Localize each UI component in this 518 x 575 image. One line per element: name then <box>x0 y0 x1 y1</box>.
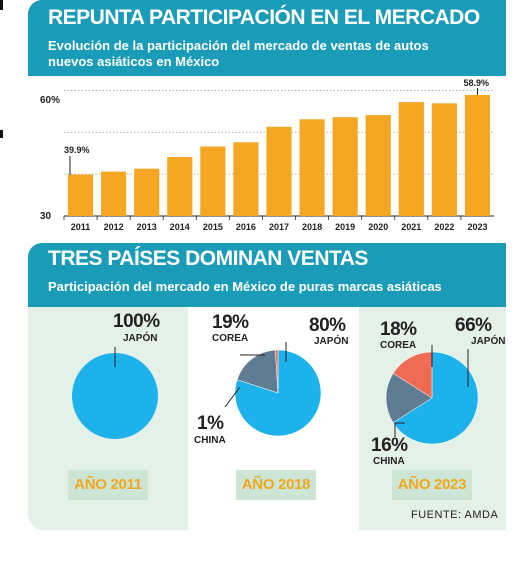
x-tick-2013: 2013 <box>137 222 157 232</box>
x-tick-2019: 2019 <box>335 222 355 232</box>
data-label-2011: 39.9% <box>64 145 90 155</box>
x-tick-2015: 2015 <box>203 222 223 232</box>
x-tick-2012: 2012 <box>104 222 124 232</box>
pie-2011-japon-label: JAPÓN <box>123 333 158 344</box>
slice-año-2023-corea <box>385 373 433 423</box>
y-tick-60: 60% <box>40 95 60 106</box>
year-label-2018: AÑO 2018 <box>236 470 316 500</box>
pie-2011-japon-pct: 100% <box>113 311 160 332</box>
bar-2019 <box>332 117 358 216</box>
subtitle-line-2: nuevos asiáticos en México <box>48 54 220 69</box>
pie-2023-japon-pct: 66% <box>455 315 492 336</box>
x-tick-2020: 2020 <box>368 222 388 232</box>
pie-2018-china-label: CHINA <box>194 435 226 446</box>
pie-2023-china-label: CHINA <box>373 456 405 467</box>
bar-chart-subtitle: Evolución de la participación del mercad… <box>48 38 429 70</box>
crop-mark <box>0 130 3 138</box>
pie-2018-japon-pct: 80% <box>309 315 346 336</box>
bar-chart: 2011 2012 2013 2014 2015 2016 2017 2018 2019 2020… <box>40 78 494 232</box>
bar-2020 <box>365 115 391 216</box>
crop-mark <box>0 0 3 10</box>
bar-2023 <box>464 94 491 216</box>
pie-2018-corea-label: COREA <box>212 333 249 344</box>
pie-2023-corea-label: COREA <box>380 340 417 351</box>
bar-2013 <box>134 168 160 216</box>
pie-2023-china-pct: 16% <box>371 435 408 456</box>
bar-chart-header: REPUNTA PARTICIPACIÓN EN EL MERCADO Evol… <box>28 0 506 76</box>
bar-2017 <box>266 126 292 216</box>
bar-2011 <box>67 174 94 216</box>
bar-2022 <box>431 103 457 216</box>
subtitle-line-1: Evolución de la participación del mercad… <box>48 38 429 53</box>
x-tick-2011: 2011 <box>71 222 91 232</box>
year-label-2023: AÑO 2023 <box>392 470 472 500</box>
bar-2012 <box>101 171 127 216</box>
pie-charts <box>72 342 479 445</box>
x-tick-2021: 2021 <box>401 222 421 232</box>
pie-2018-china-pct: 1% <box>197 413 224 434</box>
bar-2015 <box>200 146 226 216</box>
slice-año-2011-japón <box>72 353 158 439</box>
y-tick-30: 30 <box>40 211 52 222</box>
pies-title: TRES PAÍSES DOMINAN VENTAS <box>48 247 368 270</box>
x-tick-2016: 2016 <box>236 222 256 232</box>
x-tick-2017: 2017 <box>269 222 289 232</box>
slice-año-2018-china <box>275 349 279 394</box>
x-tick-2014: 2014 <box>170 222 190 232</box>
year-label-2011: AÑO 2011 <box>68 470 148 500</box>
bar-2016 <box>233 142 259 216</box>
bar-chart-title: REPUNTA PARTICIPACIÓN EN EL MERCADO <box>48 6 480 29</box>
slice-año-2023-china <box>392 351 433 399</box>
bar-2014 <box>167 156 193 216</box>
x-tick-2018: 2018 <box>302 222 322 232</box>
pie-2018-corea-pct: 19% <box>212 312 249 333</box>
pie-2018-japon-label: JAPÓN <box>314 336 349 347</box>
slice-año-2018-corea <box>236 349 279 394</box>
bar-2021 <box>398 102 424 216</box>
slice-año-2023-japón <box>392 351 479 445</box>
pies-header: TRES PAÍSES DOMINAN VENTAS Participación… <box>28 243 506 307</box>
pie-2023-corea-pct: 18% <box>380 319 417 340</box>
pie-leader-line <box>224 386 241 408</box>
pies-subtitle: Participación del mercado en México de p… <box>48 279 442 294</box>
pie-2023-japon-label: JAPÓN <box>471 336 506 347</box>
x-tick-2022: 2022 <box>434 222 454 232</box>
source-note: FUENTE: AMDA <box>411 509 499 521</box>
x-tick-2023: 2023 <box>467 222 487 232</box>
bar-2018 <box>299 119 325 216</box>
data-label-2023: 58.9% <box>463 78 489 88</box>
